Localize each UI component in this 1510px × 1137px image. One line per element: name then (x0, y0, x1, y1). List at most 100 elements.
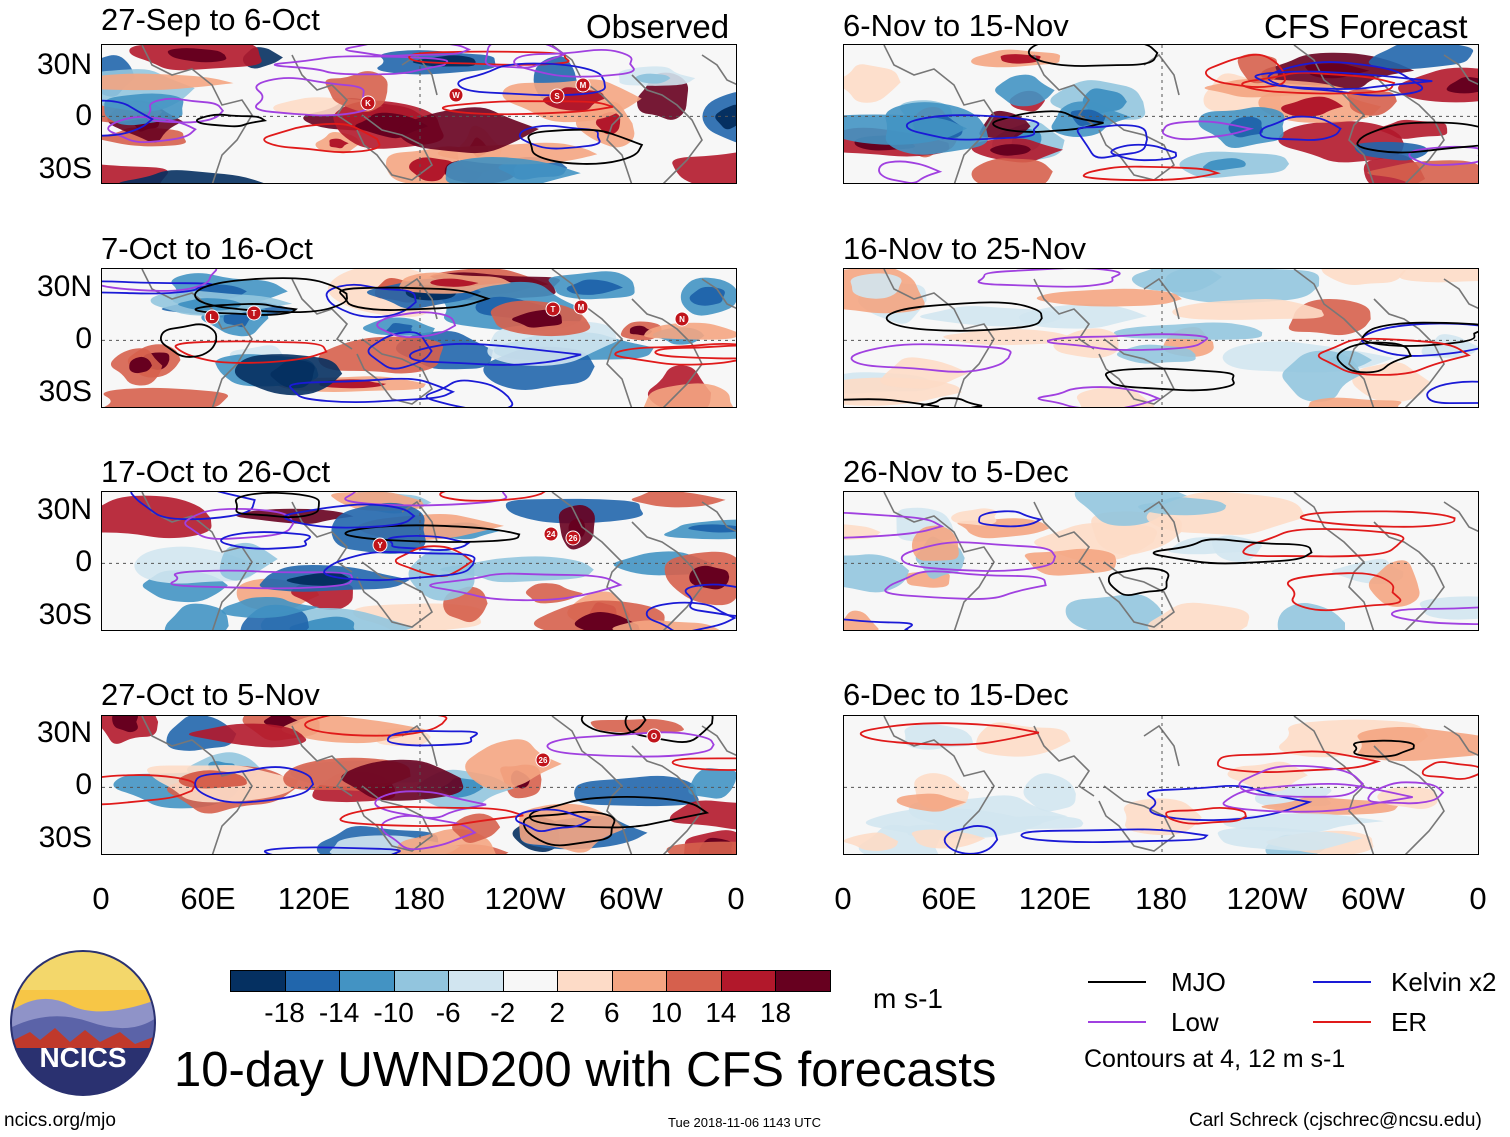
wave-contour (546, 731, 715, 758)
wave-contour (885, 301, 1043, 332)
wave-contour (1107, 567, 1170, 597)
tropical-cyclone-marker[interactable]: T (545, 301, 561, 317)
map-canvas: L T T M N (102, 269, 736, 407)
wave-contour (884, 570, 1047, 600)
y-label-30n: 30N (36, 716, 92, 749)
anomaly-core-shade (167, 48, 227, 63)
wave-contour (1317, 337, 1471, 376)
wave-contour (522, 810, 616, 847)
westerly-anomaly-shade (341, 759, 464, 801)
wave-contour (339, 805, 524, 827)
wave-contour (1161, 120, 1255, 141)
wave-contour (515, 808, 592, 833)
tropical-cyclone-marker[interactable]: T (246, 305, 262, 321)
westerly-anomaly-shade (1308, 397, 1402, 407)
wave-contour (1259, 115, 1342, 141)
panel-title-fcst-1: 6-Nov to 15-Nov (843, 8, 1069, 43)
coastline (1373, 521, 1445, 630)
coastline (141, 269, 253, 407)
anomaly-core-shade (270, 360, 315, 389)
wave-contour (194, 277, 348, 314)
westerly-anomaly-shade (943, 328, 1075, 346)
x-label: 60E (921, 881, 977, 916)
anomaly-core-shade (430, 278, 479, 287)
wave-contour (1076, 124, 1148, 159)
westerly-anomaly-shade (102, 495, 212, 539)
westerly-anomaly-shade (1261, 796, 1398, 815)
wave-contour (1390, 606, 1478, 626)
wave-contour (1238, 764, 1365, 798)
wave-contour (943, 825, 999, 854)
westerly-anomaly-shade (631, 492, 726, 508)
coastline (551, 269, 633, 407)
tropical-cyclone-marker[interactable]: O (646, 728, 662, 744)
wave-contour (196, 113, 268, 128)
wave-contour (1027, 45, 1159, 67)
map-panel-obs-3: Y 24 26 (101, 491, 737, 631)
wave-contour (194, 303, 298, 316)
easterly-anomaly-shade (1018, 303, 1147, 329)
tropical-cyclone-marker[interactable]: M (575, 77, 591, 93)
easterly-anomaly-shade (104, 93, 184, 126)
coastline (1033, 501, 1095, 573)
tropical-cyclone-marker[interactable]: M (573, 299, 589, 315)
anomaly-core-shade (409, 157, 457, 182)
wave-contour (107, 116, 197, 144)
wave-contour (146, 97, 225, 124)
wave-contour (1361, 321, 1478, 347)
westerly-anomaly-shade (880, 357, 969, 389)
westerly-anomaly-shade (672, 152, 736, 183)
tropical-cyclone-marker[interactable]: K (360, 95, 376, 111)
wave-contour (1222, 783, 1413, 813)
tropical-cyclone-marker[interactable]: 24 (543, 526, 559, 542)
storm-label: 24 (547, 530, 556, 539)
footer-url[interactable]: ncics.org/mjo (4, 1110, 116, 1131)
tropical-cyclone-marker[interactable]: N (674, 311, 690, 327)
westerly-anomaly-shade (1399, 269, 1478, 283)
wave-contour (900, 541, 1057, 572)
wave-contour (380, 814, 477, 851)
y-label-30s: 30S (38, 821, 92, 854)
colorbar-bin (775, 970, 831, 992)
coastline (1443, 501, 1478, 532)
wave-contour (850, 343, 1012, 373)
tropical-cyclone-marker[interactable]: W (448, 87, 464, 103)
x-label: 120W (1226, 881, 1308, 916)
wave-contour (220, 531, 311, 550)
coastline (1033, 54, 1095, 126)
westerly-anomaly-shade (666, 841, 736, 854)
wave-contour (513, 48, 635, 78)
wave-contour (580, 716, 647, 735)
coastline (631, 298, 703, 407)
wave-contour (1286, 572, 1402, 612)
coastline (1293, 45, 1375, 183)
colorbar-tick-label: 6 (604, 997, 620, 1028)
map-panel-obs-2: L T T M N (101, 268, 737, 408)
westerly-anomaly-shade (1398, 67, 1478, 103)
wave-contour (992, 110, 1104, 133)
wave-contour (344, 524, 521, 543)
coastline (1033, 725, 1095, 797)
contours-note: Contours at 4, 12 m s-1 (1084, 1045, 1346, 1073)
tropical-cyclone-marker[interactable]: S (549, 88, 565, 104)
wave-contour (1082, 165, 1221, 182)
x-label: 180 (1135, 881, 1187, 916)
tropical-cyclone-marker[interactable]: L (204, 309, 220, 325)
westerly-anomaly-shade (465, 739, 562, 790)
map-canvas (844, 269, 1478, 407)
tropical-cyclone-marker[interactable]: 26 (565, 530, 581, 546)
coastline (1098, 785, 1176, 852)
x-label: 60E (180, 881, 236, 916)
coastline (401, 500, 438, 543)
wave-contour (1216, 750, 1382, 773)
coastline (291, 278, 353, 350)
westerly-anomaly-shade (1357, 727, 1478, 761)
y-label-30s: 30S (38, 152, 92, 185)
tropical-cyclone-marker[interactable]: Y (372, 537, 388, 553)
westerly-anomaly-shade (1237, 53, 1278, 84)
storm-label: T (551, 305, 556, 314)
wave-contour (1242, 528, 1405, 558)
colorbar-bin (393, 970, 450, 992)
tropical-cyclone-marker[interactable]: 26 (535, 752, 551, 768)
wave-contour (1356, 121, 1478, 154)
